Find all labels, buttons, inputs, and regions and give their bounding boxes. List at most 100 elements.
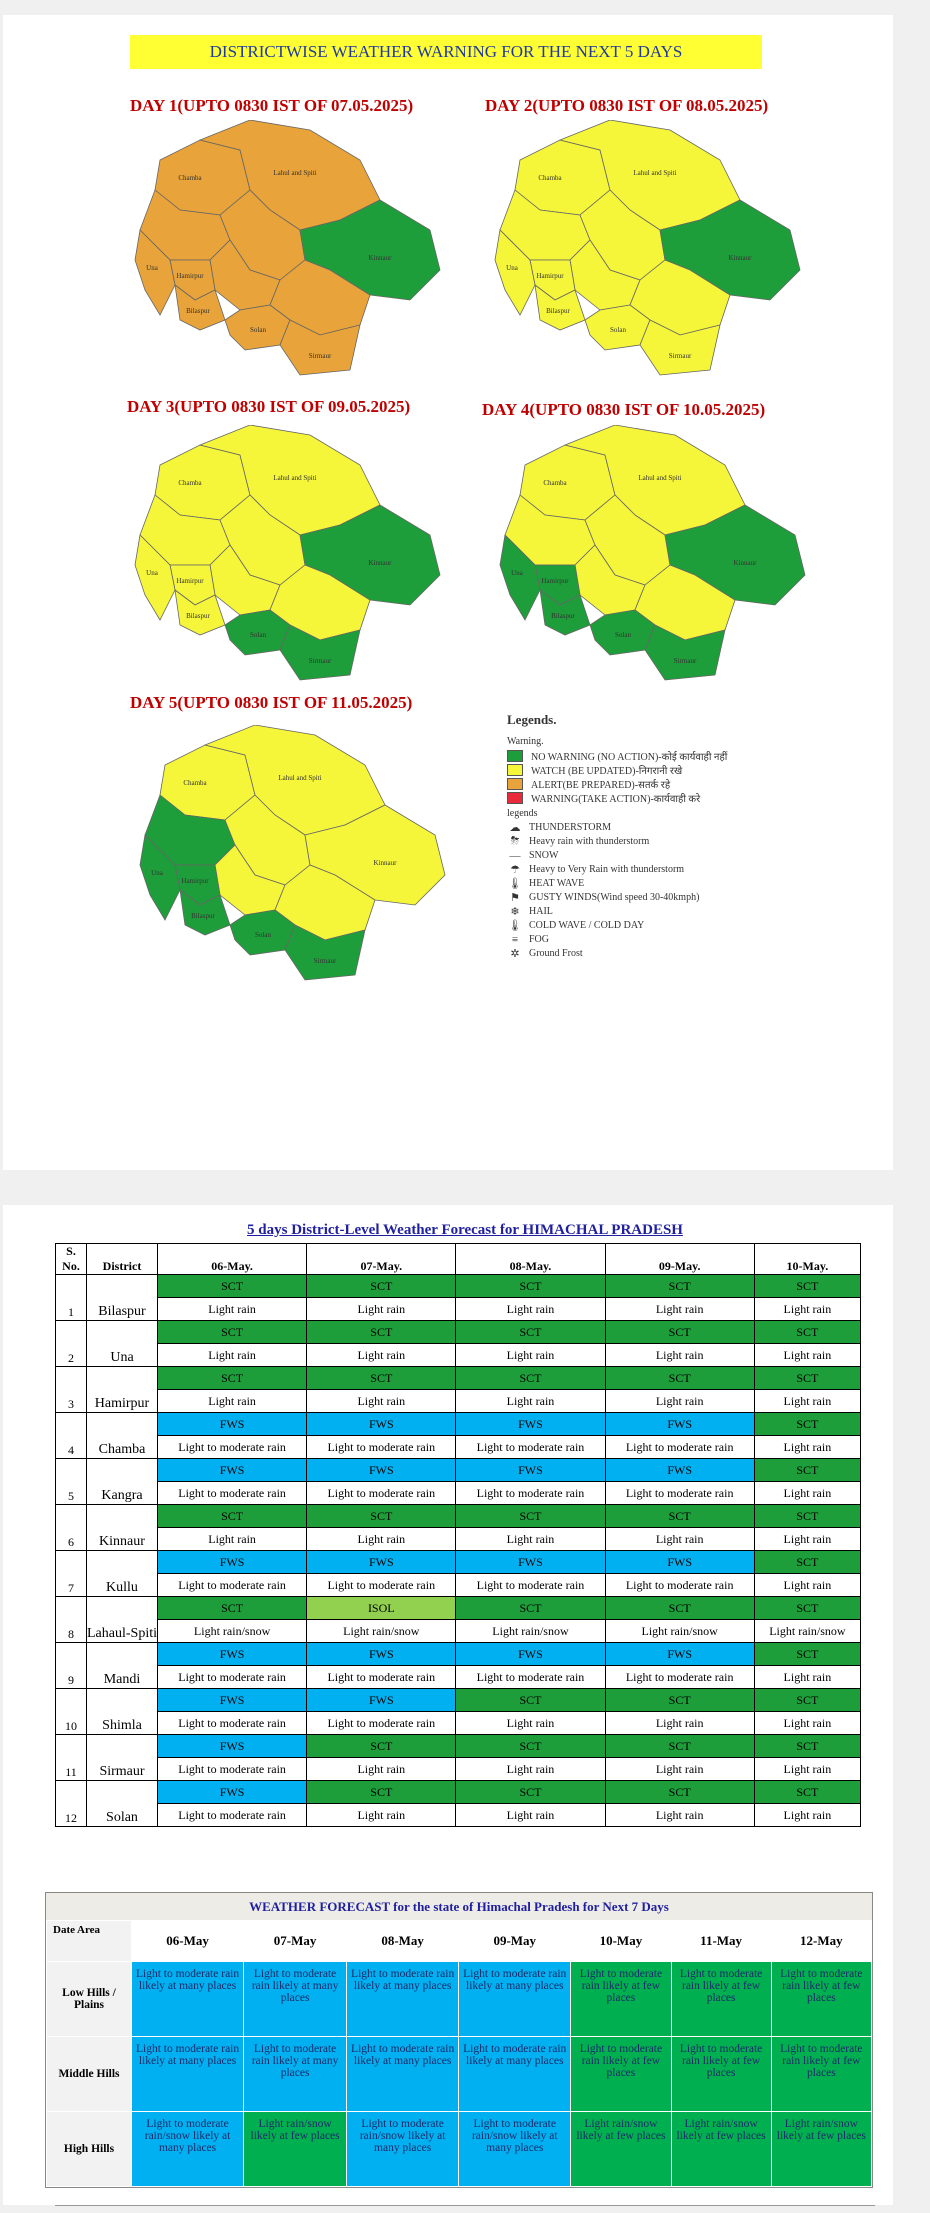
map-label: Chamba — [543, 479, 567, 487]
table-row: 4 Chamba FWS FWS FWS FWS SCT — [55, 1412, 862, 1459]
forecast-cell: Light rain/snow likely at few places — [243, 2111, 348, 2187]
symbol-label: Ground Frost — [529, 948, 583, 959]
forecast-text: Light to moderate rain — [156, 1711, 308, 1735]
forecast-code: SCT — [753, 1320, 862, 1344]
map-label: Kinnaur — [369, 254, 393, 262]
forecast-text: Light rain — [156, 1389, 308, 1413]
forecast-text: Light rain — [753, 1481, 862, 1505]
forecast-text: Light rain — [156, 1527, 308, 1551]
forecast-cell: Light to moderate rain likely at many pl… — [346, 2036, 460, 2112]
map-label: Chamba — [538, 174, 562, 182]
forecast-code: FWS — [604, 1642, 755, 1666]
map-label: Kinnaur — [734, 559, 758, 567]
forecast-code: FWS — [156, 1688, 308, 1712]
forecast-code: SCT — [753, 1550, 862, 1574]
table-row: 5 Kangra FWS FWS FWS FWS SCT — [55, 1458, 862, 1505]
color-swatch — [507, 791, 523, 804]
forecast-text: Light to moderate rain — [455, 1573, 606, 1597]
forecast-code: SCT — [604, 1274, 755, 1298]
forecast-text: Light to moderate rain — [455, 1481, 606, 1505]
map-label: Kinnaur — [729, 254, 753, 262]
warning-label: ALERT(BE PREPARED)-सतर्क रहे — [531, 779, 671, 791]
table-row: 1 Bilaspur SCT SCT SCT SCT SCT — [55, 1274, 862, 1321]
forecast-code: SCT — [455, 1320, 606, 1344]
column-header: 07-May. — [306, 1243, 457, 1275]
forecast-code: FWS — [604, 1550, 755, 1574]
symbol-label: SNOW — [529, 850, 559, 861]
forecast-text: Light to moderate rain — [306, 1435, 457, 1459]
forecast-code: SCT — [604, 1504, 755, 1528]
table-row: 7 Kullu FWS FWS FWS FWS SCT — [55, 1550, 862, 1597]
forecast-code: SCT — [306, 1274, 457, 1298]
forecast-text: Light rain — [604, 1527, 755, 1551]
day-1-map: Lahul and Spiti Kinnaur Solan Sirmaur Chamba… — [134, 120, 441, 376]
warning-label: NO WARNING (NO ACTION)-कोई कार्यवाही नही… — [531, 751, 728, 763]
district-sirmaur — [644, 624, 726, 681]
symbol-legend-item: ⛈ Heavy rain with thunderstorm — [507, 835, 807, 848]
table-row-detail: Light to moderate rain Light to moderate … — [56, 1665, 862, 1689]
warning-heading: Warning. — [507, 736, 544, 747]
district-una — [134, 229, 176, 316]
table-row-detail: Light to moderate rain Light to moderate … — [56, 1573, 862, 1597]
day-5-map: Lahul and Spiti Kinnaur Solan Sirmaur Chamba… — [139, 725, 446, 981]
legend: Legends. Warning. NO WARNING (NO ACTION)… — [507, 712, 807, 961]
page-title: DISTRICTWISE WEATHER WARNING FOR THE NEX… — [130, 35, 762, 69]
map-label: Solan — [615, 631, 631, 639]
district-kinnaur — [664, 504, 806, 606]
map-label: Lahul and Spiti — [278, 774, 321, 782]
forecast-text: Light rain — [306, 1757, 457, 1781]
map-label: Bilaspur — [186, 612, 210, 620]
forecast-text: Light rain — [604, 1389, 755, 1413]
forecast-code: SCT — [753, 1504, 862, 1528]
map-label: Lahul and Spiti — [273, 474, 316, 482]
forecast-text: Light rain — [306, 1527, 457, 1551]
table-row: Low Hills / Plains Light to moderate rain… — [46, 1961, 873, 2037]
forecast-cell: Light to moderate rain likely at many pl… — [243, 2036, 348, 2112]
district-forecast-table: S. No. District 06-May. 07-May. 08-May. 09-Ma… — [55, 1243, 862, 1827]
date-header: 11-May — [670, 1920, 772, 1962]
day-2-title: DAY 2(UPTO 0830 IST OF 08.05.2025) — [485, 96, 769, 115]
map-label: Lahul and Spiti — [638, 474, 681, 482]
state-table-title: WEATHER FORECAST for the state of Himach… — [46, 1893, 872, 1920]
forecast-text: Light rain — [156, 1343, 308, 1367]
district-kinnaur — [299, 199, 441, 301]
symbol-label: THUNDERSTORM — [529, 822, 612, 833]
district-una — [499, 534, 541, 621]
forecast-code: FWS — [455, 1642, 606, 1666]
date-header: 09-May — [458, 1920, 572, 1962]
district-name: Chamba — [86, 1412, 158, 1459]
table-row-detail: Light rain Light rain Light rain Light rain… — [56, 1389, 862, 1413]
forecast-code: SCT — [156, 1320, 308, 1344]
thunderstorm-icon: ☁ — [509, 822, 521, 834]
symbol-legend-item: ≡ FOG — [507, 933, 807, 946]
state-forecast-table: Date Area 06-May 07-May 08-May 09-May 10-May 11… — [46, 1920, 873, 2187]
district-kinnaur — [299, 504, 441, 606]
forecast-text: Light to moderate rain — [156, 1435, 308, 1459]
area-name: Middle Hills — [46, 2036, 132, 2112]
forecast-text: Light to moderate rain — [306, 1665, 457, 1689]
heat-wave-icon: 🌡 — [508, 878, 522, 890]
forecast-text: Light rain — [604, 1757, 755, 1781]
forecast-text: Light rain — [455, 1343, 606, 1367]
forecast-code: SCT — [753, 1734, 862, 1758]
forecast-cell: Light to moderate rain likely at many pl… — [243, 1961, 348, 2037]
cold-wave-icon: 🌡 — [508, 920, 522, 932]
forecast-text: Light rain — [753, 1757, 862, 1781]
legend-title: Legends. — [507, 712, 557, 727]
forecast-text: Light rain — [306, 1297, 457, 1321]
map-label: Sirmaur — [309, 657, 332, 665]
corner-date: Date — [53, 1924, 75, 1936]
forecast-text: Light rain — [753, 1803, 862, 1827]
forecast-code: FWS — [455, 1412, 606, 1436]
symbol-legend-item: ⚑ GUSTY WINDS(Wind speed 30-40kmph) — [507, 891, 807, 904]
forecast-code: SCT — [604, 1596, 755, 1620]
color-swatch — [507, 749, 523, 762]
forecast-text: Light to moderate rain — [604, 1435, 755, 1459]
forecast-code: FWS — [156, 1734, 308, 1758]
serial-number: 6 — [55, 1504, 87, 1551]
symbol-legend-item: 🌡 COLD WAVE / COLD DAY — [507, 919, 807, 932]
forecast-cell: Light to moderate rain likely at many pl… — [346, 1961, 460, 2037]
forecast-text: Light to moderate rain — [306, 1711, 457, 1735]
map-label: Sirmaur — [314, 957, 337, 965]
column-header: 09-May. — [604, 1243, 755, 1275]
